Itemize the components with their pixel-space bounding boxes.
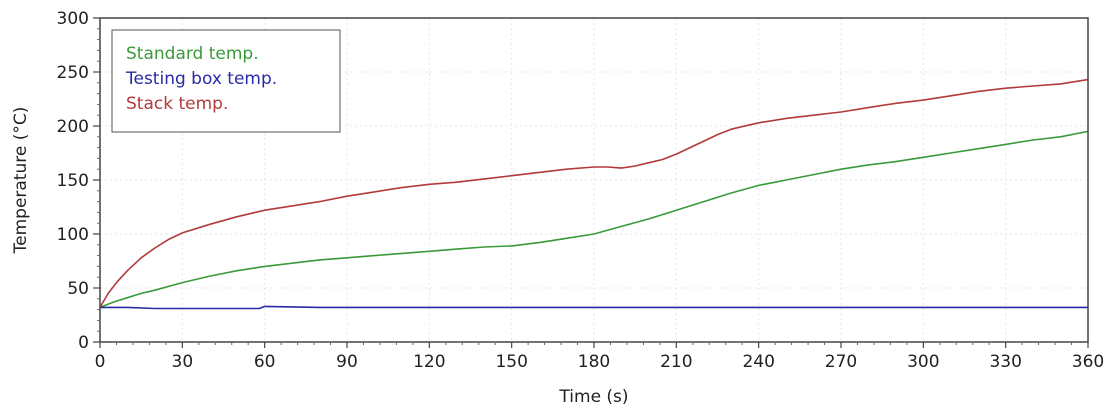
x-tick-label: 90 [336, 352, 358, 372]
y-axis-title: Temperature (°C) [11, 107, 31, 255]
y-tick-label: 300 [57, 9, 89, 29]
x-tick-label: 270 [825, 352, 857, 372]
x-tick-label: 150 [495, 352, 527, 372]
y-tick-label: 100 [57, 225, 89, 245]
legend-entry-standard-temp: Standard temp. [126, 44, 259, 64]
series-lines [99, 78, 1089, 310]
legend-entry-stack-temp: Stack temp. [126, 94, 228, 114]
x-tick-label: 180 [578, 352, 610, 372]
legend-entry-testing-box-temp: Testing box temp. [125, 69, 277, 89]
x-tick-label: 30 [172, 352, 194, 372]
y-tick-label: 0 [78, 333, 89, 353]
series-line-stack-temp [99, 78, 1089, 308]
y-tick-label: 50 [67, 279, 89, 299]
x-tick-label: 60 [254, 352, 276, 372]
y-tick-label: 200 [57, 117, 89, 137]
x-tick-label: 360 [1072, 352, 1104, 372]
x-tick-label: 0 [95, 352, 106, 372]
x-axis-title: Time (s) [558, 387, 628, 407]
grid [100, 18, 1088, 342]
x-tick-label: 210 [660, 352, 692, 372]
x-tick-label: 120 [413, 352, 445, 372]
x-tick-label: 330 [989, 352, 1021, 372]
axes: 0 30 60 90 120 150 180 210 240 270 300 330 360 0 50 100… [57, 9, 1105, 372]
y-tick-label: 150 [57, 171, 89, 191]
series-line-standard-temp [99, 130, 1089, 309]
x-tick-label: 240 [742, 352, 774, 372]
legend-box [111, 29, 341, 133]
y-tick-label: 250 [57, 63, 89, 83]
series-line-testing-box-temp [100, 305, 1088, 310]
legend: Standard temp. Testing box temp. Stack t… [111, 29, 341, 133]
x-tick-label: 300 [907, 352, 939, 372]
